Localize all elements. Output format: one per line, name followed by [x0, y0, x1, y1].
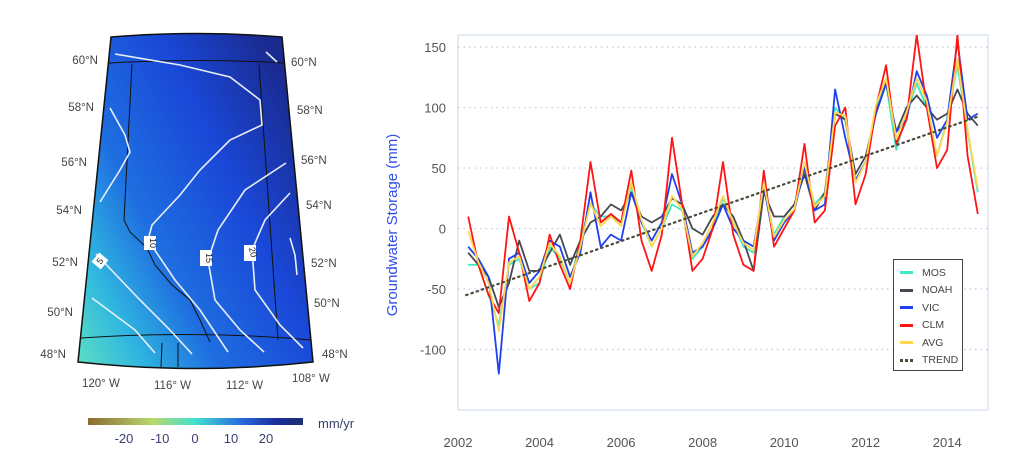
legend-swatch: [900, 306, 913, 310]
colorbar-tick: 20: [259, 431, 273, 446]
lat-label-left-48: 48°N: [40, 349, 66, 361]
colorbar-tick: -20: [115, 431, 134, 446]
x-tick-label: 2002: [444, 435, 473, 450]
lat-label-right-52: 52°N: [311, 258, 337, 270]
legend-label: MOS: [922, 266, 946, 279]
lat-label-right-58: 58°N: [297, 105, 323, 117]
colorbar: [88, 418, 303, 425]
lat-label-left-50: 50°N: [47, 307, 73, 319]
lat-label-right-50: 50°N: [314, 298, 340, 310]
legend-swatch: [900, 271, 913, 275]
contour-lines: [91, 51, 304, 355]
y-tick-label: 50: [432, 161, 446, 176]
x-tick-label: 2010: [770, 435, 799, 450]
contour-label-group: 5 10 15 20: [91, 236, 259, 270]
legend-label: CLM: [922, 319, 945, 332]
y-tick-label: -50: [427, 282, 446, 297]
trend-map: 5 10 15 20 60°N 58°N 56°N 54°N 52°N 50°N…: [40, 32, 355, 446]
lat-label-left-54: 54°N: [56, 205, 82, 217]
legend: MOS NOAH VIC CLM AVG TREND: [893, 259, 963, 371]
legend-item-mos: MOS: [900, 264, 962, 282]
x-tick-label: 2014: [933, 435, 962, 450]
lat-label-left-60: 60°N: [72, 55, 98, 67]
legend-swatch: [900, 358, 913, 362]
y-tick-label: 100: [424, 101, 446, 116]
lon-label-120: 120° W: [82, 378, 120, 390]
lat-label-right-60: 60°N: [291, 57, 317, 69]
lat-label-left-58: 58°N: [68, 102, 94, 114]
colorbar-tick: -10: [151, 431, 170, 446]
legend-label: AVG: [922, 336, 944, 349]
map-region: [77, 32, 314, 370]
y-axis-label: Groundwater Storage (mm): [384, 134, 401, 317]
colorbar-tick: 10: [224, 431, 238, 446]
lat-label-right-54: 54°N: [306, 200, 332, 212]
colorbar-unit: mm/yr: [318, 416, 355, 431]
lat-label-right-56: 56°N: [301, 155, 327, 167]
x-tick-label: 2006: [607, 435, 636, 450]
lon-label-108: 108° W: [292, 373, 330, 385]
legend-swatch: [900, 323, 913, 327]
colorbar-tick: 0: [191, 431, 198, 446]
y-tick-label: 0: [439, 222, 446, 237]
lat-label-left-52: 52°N: [52, 257, 78, 269]
legend-item-clm: CLM: [900, 317, 962, 335]
x-tick-label: 2012: [851, 435, 880, 450]
legend-label: TREND: [922, 354, 959, 367]
lat-label-right-48: 48°N: [322, 349, 348, 361]
legend-item-avg: AVG: [900, 334, 962, 352]
x-tick-label: 2008: [688, 435, 717, 450]
contour-label-10: 10: [148, 238, 158, 248]
legend-item-noah: NOAH: [900, 282, 962, 300]
province-borders: [80, 60, 312, 368]
legend-item-trend: TREND: [900, 352, 962, 370]
lon-label-112: 112° W: [226, 380, 263, 392]
lon-label-116: 116° W: [154, 380, 191, 392]
legend-label: VIC: [922, 301, 940, 314]
contour-label-20: 20: [247, 246, 259, 258]
legend-label: NOAH: [922, 284, 953, 297]
contour-label-5: 5: [95, 256, 106, 266]
y-tick-label: -100: [420, 343, 446, 358]
lat-label-left-56: 56°N: [61, 157, 87, 169]
legend-swatch: [900, 341, 913, 345]
contour-label-15: 15: [204, 253, 214, 263]
x-tick-label: 2004: [525, 435, 554, 450]
legend-swatch: [900, 288, 913, 292]
y-tick-label: 150: [424, 40, 446, 55]
legend-item-vic: VIC: [900, 299, 962, 317]
